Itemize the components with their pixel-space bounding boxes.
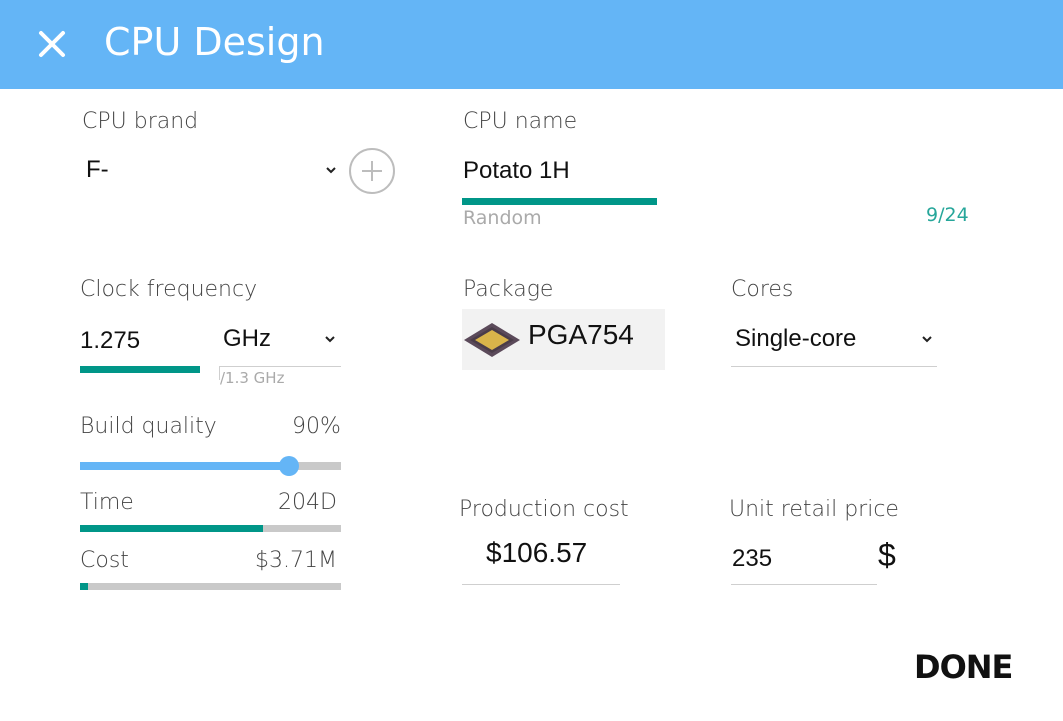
- cpu-chip-icon: [464, 323, 520, 357]
- cpu-name-field[interactable]: Potato 1H: [462, 148, 657, 198]
- clock-max: /1.3 GHz: [220, 369, 285, 387]
- build-quality-slider-thumb[interactable]: [278, 456, 299, 476]
- title-bar: CPU Design: [0, 0, 1063, 89]
- clock-unit-underline: [219, 366, 341, 367]
- build-quality-value: 90%: [292, 414, 341, 439]
- package-value: PGA754: [528, 319, 634, 350]
- retail-price-input[interactable]: 235: [731, 534, 877, 584]
- clock-unit-divider: [219, 366, 220, 380]
- dialog-title: CPU Design: [104, 20, 325, 64]
- random-name-link[interactable]: Random: [463, 207, 542, 229]
- build-quality-slider-fill: [80, 462, 289, 470]
- clock-underline: [80, 366, 200, 373]
- cores-label: Cores: [731, 277, 794, 302]
- retail-price-underline: [731, 584, 877, 585]
- time-progress-bar: [80, 525, 341, 532]
- name-underline: [462, 198, 657, 205]
- add-brand-button[interactable]: [349, 148, 395, 194]
- build-quality-slider[interactable]: [80, 456, 341, 476]
- package-label: Package: [463, 277, 554, 302]
- cores-underline: [731, 366, 937, 367]
- clock-unit-select[interactable]: GHz: [219, 318, 341, 366]
- build-quality-label: Build quality: [80, 414, 217, 439]
- clock-label: Clock frequency: [80, 277, 258, 302]
- production-cost-label: Production cost: [459, 497, 629, 522]
- retail-price-value: 235: [732, 545, 773, 572]
- cost-progress-bar: [80, 583, 341, 590]
- package-selector[interactable]: PGA754: [462, 309, 665, 370]
- production-cost-value: $106.57: [486, 537, 588, 568]
- close-icon[interactable]: [34, 26, 70, 62]
- cost-progress-fill: [80, 583, 88, 590]
- cost-value: $3.71M: [255, 548, 337, 573]
- chevron-down-icon: [326, 167, 336, 174]
- clock-input[interactable]: 1.275: [80, 318, 200, 366]
- chevron-down-icon: [922, 336, 932, 343]
- cores-value: Single-core: [735, 325, 857, 352]
- retail-price-label: Unit retail price: [729, 497, 899, 522]
- chevron-down-icon: [325, 336, 335, 343]
- clock-value: 1.275: [80, 327, 141, 354]
- done-button[interactable]: DONE: [914, 648, 1013, 686]
- time-label: Time: [80, 490, 134, 515]
- brand-label: CPU brand: [82, 109, 199, 134]
- cost-label: Cost: [80, 548, 129, 573]
- brand-select[interactable]: F-: [80, 148, 342, 192]
- time-progress-fill: [80, 525, 263, 532]
- name-label: CPU name: [463, 109, 578, 134]
- cpu-name-value: Potato 1H: [463, 157, 570, 184]
- time-value: 204D: [278, 490, 337, 515]
- cores-select[interactable]: Single-core: [731, 318, 937, 366]
- clock-unit-value: GHz: [223, 325, 271, 352]
- currency-symbol: $: [878, 537, 896, 573]
- production-cost-underline: [462, 584, 620, 585]
- brand-value: F-: [86, 156, 109, 183]
- name-char-counter: 9/24: [926, 204, 969, 226]
